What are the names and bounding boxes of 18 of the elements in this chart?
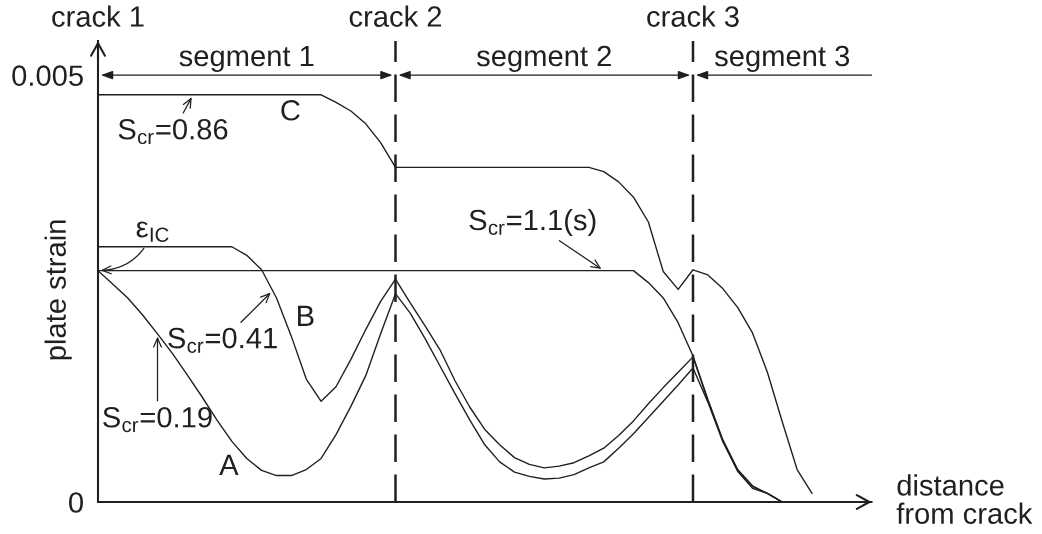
annotation: S$_{cr}$=0.86 [118, 118, 228, 145]
annotation: S$_{cr}$=0.41 [168, 327, 277, 353]
legend-label: B [298, 305, 314, 326]
x-tick-label: crack 1 [52, 5, 144, 27]
annotation: segment 1 [179, 45, 314, 73]
x-tick-label: crack 2 [349, 5, 442, 27]
series-label: A [219, 454, 239, 475]
x-axis-title: distance from crack [896, 474, 1033, 524]
annotation: S$_{cr}$=1.1(s) [469, 208, 596, 237]
y-axis-title: plate strain [44, 220, 72, 360]
y-tick-label: 0.005 [12, 65, 83, 86]
series-label: C [281, 99, 300, 121]
annotation: S$_{cr}$=0.19 [103, 406, 212, 433]
x-tick-label: crack 3 [647, 5, 739, 27]
y-tick-label: 0 [69, 492, 83, 513]
annotation: segment 2 [476, 45, 611, 73]
annotation: segment 3 [714, 45, 850, 73]
annotation: ε$_{IC}$ [136, 221, 169, 242]
